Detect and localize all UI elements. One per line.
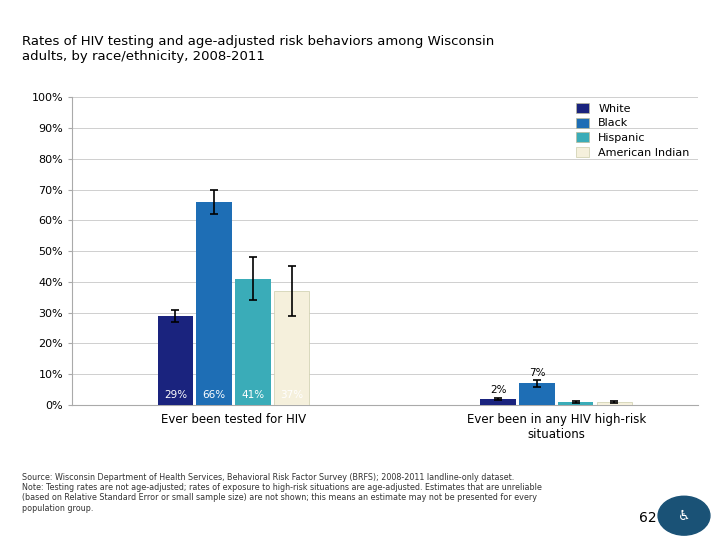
Text: BLACK POPULATION: BLACK POPULATION — [9, 12, 165, 26]
Bar — [274, 291, 310, 405]
Text: 7%: 7% — [528, 368, 545, 378]
Bar — [480, 399, 516, 405]
Text: 62: 62 — [639, 511, 657, 525]
Circle shape — [658, 496, 710, 535]
Text: 37%: 37% — [280, 390, 303, 400]
Bar — [558, 402, 593, 405]
Text: 29%: 29% — [163, 390, 187, 400]
Text: 41%: 41% — [241, 390, 264, 400]
Bar — [235, 279, 271, 405]
Text: ♿: ♿ — [678, 509, 690, 523]
Bar — [158, 316, 193, 405]
Legend: White, Black, Hispanic, American Indian: White, Black, Hispanic, American Indian — [572, 100, 693, 161]
Bar — [519, 383, 554, 405]
Text: 2%: 2% — [490, 385, 506, 395]
Text: Source: Wisconsin Department of Health Services, Behavioral Risk Factor Survey (: Source: Wisconsin Department of Health S… — [22, 472, 541, 512]
Bar — [197, 202, 232, 405]
Text: Reproductive and sexual health: Reproductive and sexual health — [491, 12, 711, 26]
Bar — [597, 402, 632, 405]
Text: 66%: 66% — [202, 390, 225, 400]
Text: Rates of HIV testing and age-adjusted risk behaviors among Wisconsin
adults, by : Rates of HIV testing and age-adjusted ri… — [22, 35, 494, 63]
